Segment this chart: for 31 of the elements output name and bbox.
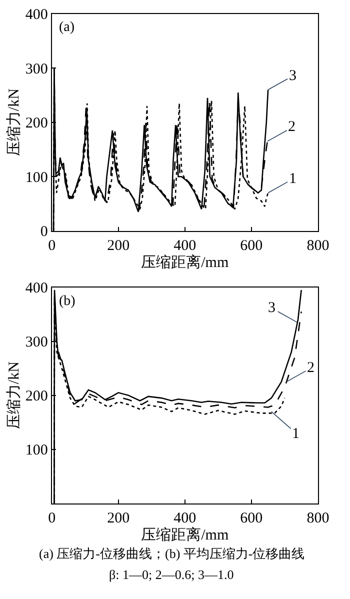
y-tick-label: 300 bbox=[25, 334, 48, 351]
text: (a) 压缩力-位移曲线；(b) 平均压缩力-位移曲线 bbox=[39, 546, 305, 561]
x-tick-label: 800 bbox=[306, 510, 330, 526]
y-tick-label: 100 bbox=[25, 170, 48, 186]
y-tick-label: 200 bbox=[25, 388, 48, 405]
annotation: 3 bbox=[268, 300, 276, 316]
x-tick-label: 800 bbox=[306, 238, 330, 254]
y-tick-label: 300 bbox=[25, 61, 48, 78]
text: β: 1—0; 2—0.6; 3—1.0 bbox=[109, 567, 234, 582]
x-axis-title: 压缩距离/mm bbox=[141, 526, 229, 544]
y-axis-title: 压缩力/kN bbox=[6, 88, 23, 156]
y-tick-label: 100 bbox=[25, 442, 48, 459]
annotation: 1 bbox=[292, 426, 300, 442]
annotation: 3 bbox=[289, 68, 296, 84]
x-tick-label: 600 bbox=[240, 238, 263, 254]
x-tick-label: 200 bbox=[107, 510, 130, 526]
x-tick-label: 400 bbox=[174, 510, 196, 526]
y-tick-label: 400 bbox=[25, 7, 48, 24]
x-tick-label: 400 bbox=[174, 238, 196, 254]
x-tick-label: 600 bbox=[240, 510, 263, 526]
annotation: 1 bbox=[289, 171, 296, 187]
y-tick-label: 400 bbox=[25, 280, 48, 297]
y-axis-title: 压缩力/kN bbox=[6, 361, 23, 430]
text: (b) bbox=[59, 294, 76, 309]
x-tick-label: 200 bbox=[107, 238, 130, 254]
text: (a) bbox=[59, 20, 75, 35]
y-tick-label: 0 bbox=[40, 224, 48, 240]
annotation: 2 bbox=[307, 360, 314, 376]
annotation: 2 bbox=[288, 119, 296, 135]
y-tick-label: 200 bbox=[25, 116, 48, 132]
x-axis-title: 压缩距离/mm bbox=[141, 254, 229, 271]
